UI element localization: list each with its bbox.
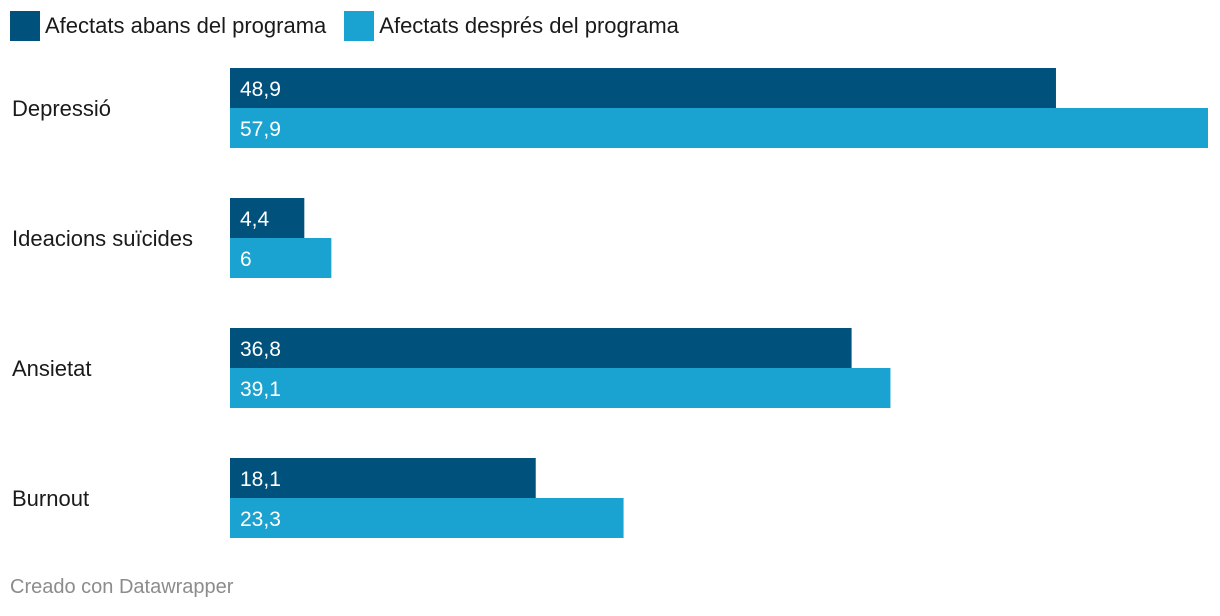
footer-credit: Creado con Datawrapper bbox=[10, 576, 234, 598]
category-label: Ansietat bbox=[12, 356, 92, 381]
bar bbox=[230, 458, 536, 498]
bar bbox=[230, 368, 891, 408]
category-label: Depressió bbox=[12, 96, 111, 121]
bar bbox=[230, 498, 624, 538]
bar-value-label: 6 bbox=[240, 248, 252, 271]
bar-value-label: 39,1 bbox=[240, 378, 281, 401]
bar bbox=[230, 108, 1208, 148]
category-label: Burnout bbox=[12, 486, 89, 511]
legend-item-before: Afectats abans del programa bbox=[10, 11, 326, 41]
bar bbox=[230, 328, 852, 368]
bar-value-label: 23,3 bbox=[240, 508, 281, 531]
bar bbox=[230, 238, 332, 278]
bar-chart: Depressió 48,9 57,9 Ideacions suïcides 4,4 6 A… bbox=[12, 68, 1208, 538]
legend-label-before: Afectats abans del programa bbox=[45, 13, 327, 38]
bar-value-label: 18,1 bbox=[240, 468, 281, 491]
bar-value-label: 36,8 bbox=[240, 338, 281, 361]
legend: Afectats abans del programa Afectats des… bbox=[10, 10, 697, 42]
bar-value-label: 48,9 bbox=[240, 78, 281, 101]
legend-swatch-after bbox=[344, 11, 375, 41]
category-label: Ideacions suïcides bbox=[12, 226, 193, 251]
bar bbox=[230, 68, 1056, 108]
bar-value-label: 4,4 bbox=[240, 208, 270, 231]
legend-swatch-before bbox=[10, 11, 40, 41]
legend-item-after: Afectats després del programa bbox=[344, 11, 679, 41]
legend-label-after: Afectats després del programa bbox=[379, 13, 679, 38]
bar-value-label: 57,9 bbox=[240, 118, 281, 141]
bar bbox=[230, 198, 305, 238]
